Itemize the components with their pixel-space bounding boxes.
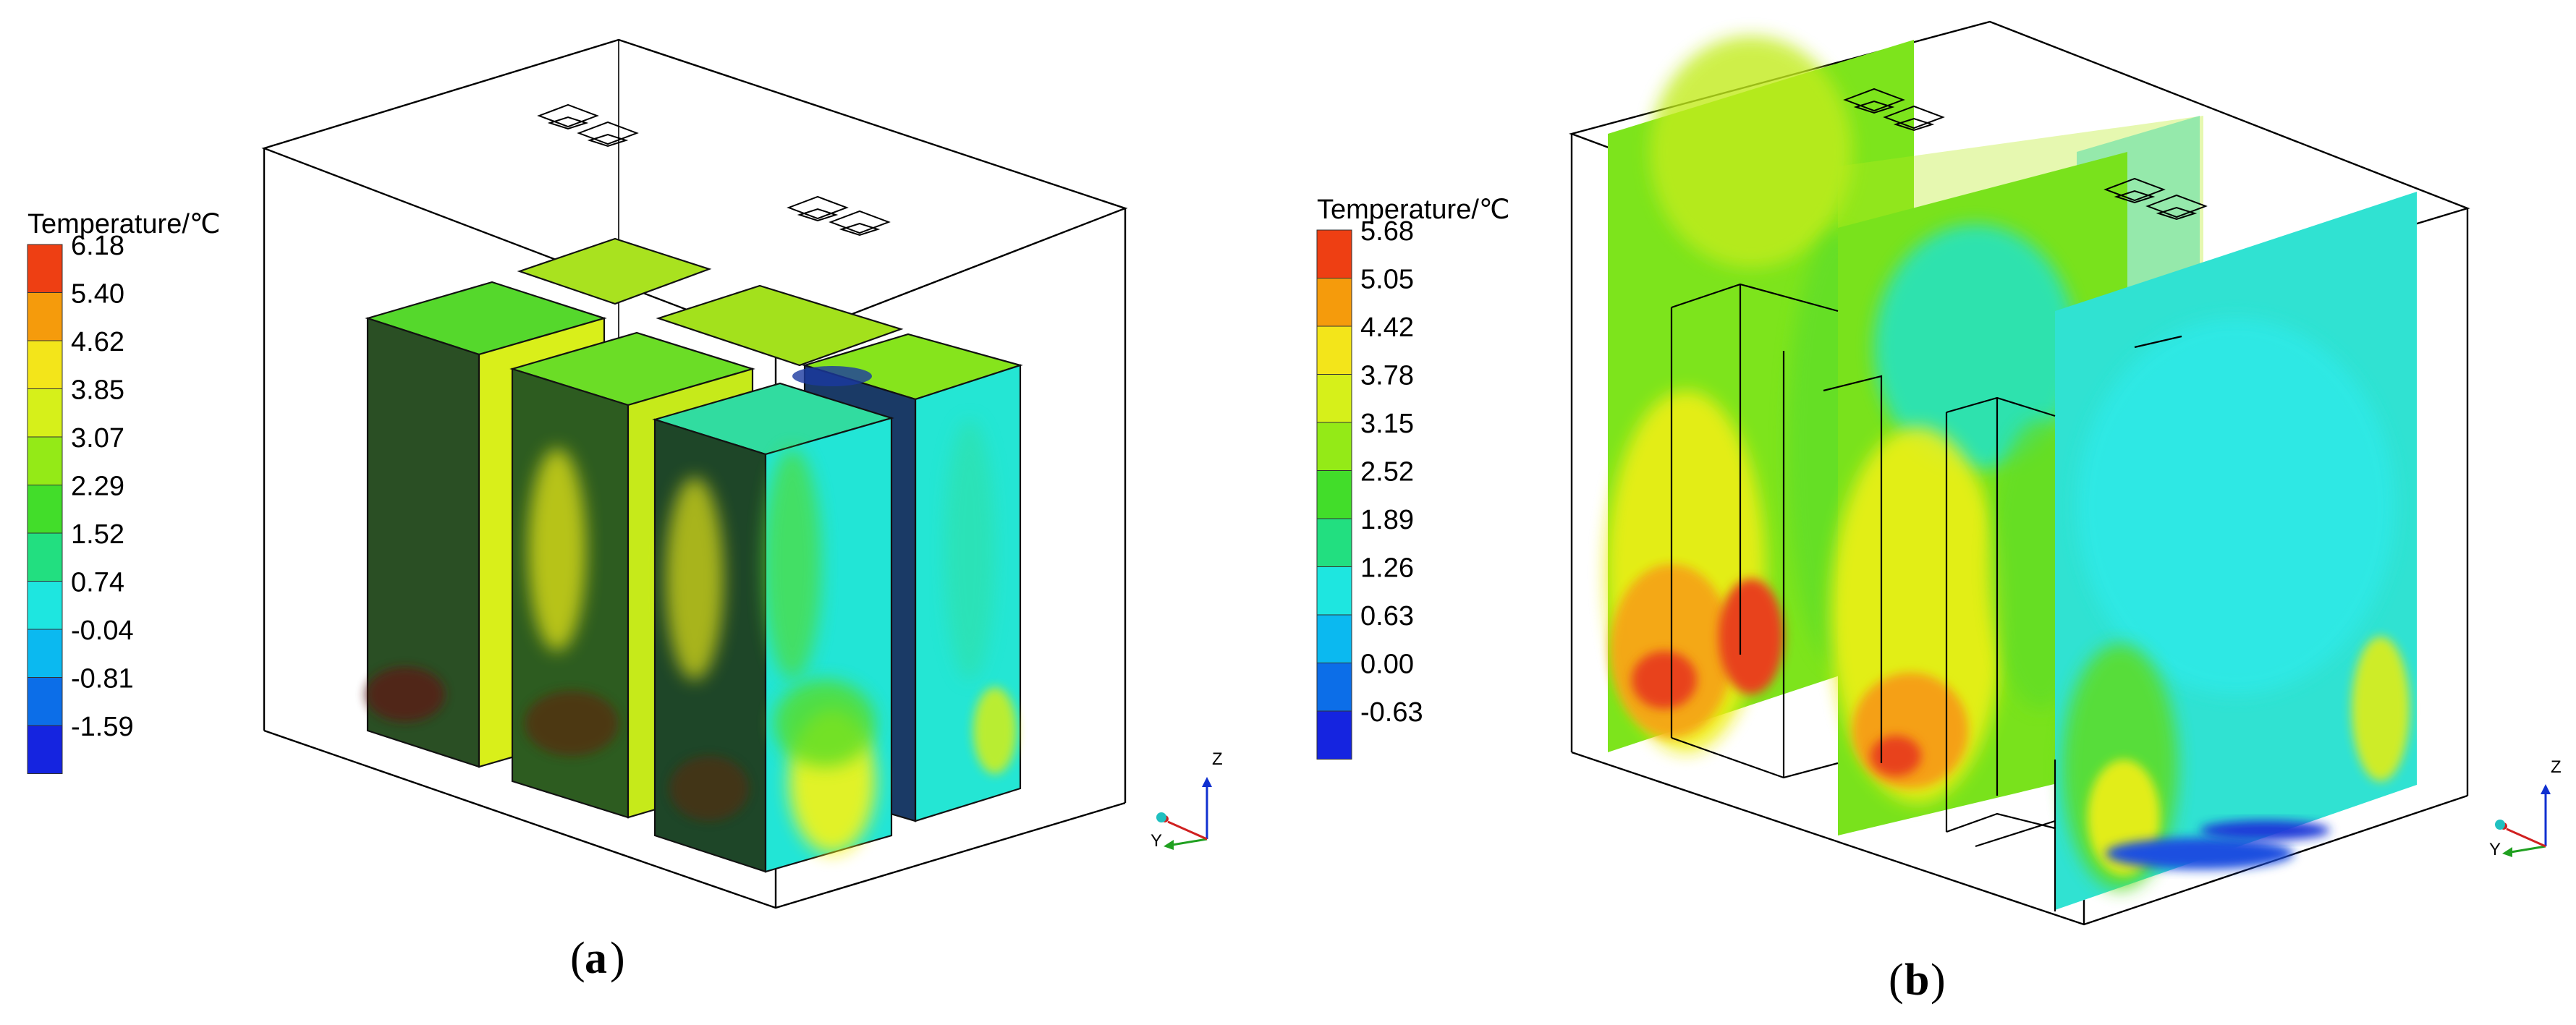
colorbar-tick-label: 1.89 (1360, 505, 1414, 535)
colorbar-tick-label: 2.29 (71, 472, 124, 502)
colorbar-swatch (27, 436, 63, 485)
colorbar-b-swatches (1316, 229, 1352, 760)
colorbar-a: Temperature/℃ 6.18 5.40 4.62 3.85 3.07 2.29 1.… (27, 209, 221, 774)
colorbar-swatch (27, 725, 63, 774)
panel-a: Temperature/℃ 6.18 5.40 4.62 3.85 3.07 2.29 1.… (27, 38, 1223, 983)
svg-text:): ) (610, 934, 625, 983)
colorbar-tick-label: -0.63 (1360, 697, 1423, 728)
slice-plane-front (2055, 192, 2417, 910)
colorbar-swatch (27, 388, 63, 438)
colorbar-a-swatches (27, 244, 63, 774)
axis-triad-b: Z Y (2489, 757, 2562, 859)
colorbar-swatch (1316, 518, 1352, 567)
svg-text:(: ( (1889, 956, 1904, 1005)
colorbar-tick-label: 2.52 (1360, 457, 1414, 488)
colorbar-swatch (1316, 229, 1352, 278)
axis-triad-a: Z Y (1151, 749, 1223, 851)
colorbar-swatch (1316, 422, 1352, 471)
svg-text:): ) (1931, 956, 1946, 1005)
cabinet-top (517, 237, 712, 305)
colorbar-tick-label: 4.62 (71, 327, 124, 357)
colorbar-swatch (27, 629, 63, 678)
ceiling-vents-a (537, 103, 891, 237)
cabinet-top (656, 284, 904, 367)
colorbar-a-title: Temperature/℃ (27, 209, 221, 239)
colorbar-swatch (27, 244, 63, 293)
caption-a: ( a ) (570, 934, 625, 983)
colorbar-tick-label: 5.05 (1360, 265, 1414, 295)
axis-y-label-b: Y (2489, 840, 2501, 859)
colorbar-swatch (1316, 710, 1352, 760)
cabinet-wireframes-b (1670, 283, 2182, 911)
colorbar-tick-label: 3.15 (1360, 409, 1414, 439)
colorbar-swatch (27, 532, 63, 582)
colorbar-swatch (1316, 566, 1352, 616)
colorbar-swatch (1316, 614, 1352, 663)
caption-b: ( b ) (1889, 956, 1946, 1005)
colorbar-swatch (1316, 663, 1352, 712)
axis-z-label-a: Z (1212, 749, 1223, 769)
colorbar-swatch (1316, 278, 1352, 327)
axis-y-label-a: Y (1151, 831, 1162, 851)
colorbar-swatch (27, 292, 63, 341)
colorbar-tick-label: 5.68 (1360, 216, 1414, 247)
colorbar-tick-label: 3.78 (1360, 361, 1414, 391)
colorbar-a-labels: 6.18 5.40 4.62 3.85 3.07 2.29 1.52 0.74 -0.04 -0.… (71, 231, 134, 742)
colorbar-tick-label: -1.59 (71, 712, 134, 742)
colorbar-swatch (1316, 374, 1352, 423)
axis-z-label-b: Z (2551, 757, 2562, 777)
caption-b-letter: b (1905, 956, 1929, 1005)
colorbar-tick-label: -0.04 (71, 616, 134, 646)
svg-text:(: ( (570, 934, 585, 983)
colorbar-tick-label: 0.00 (1360, 650, 1414, 680)
colorbar-b-title: Temperature/℃ (1317, 195, 1510, 225)
colorbar-tick-label: -0.81 (71, 664, 134, 694)
colorbar-tick-label: 3.85 (71, 375, 124, 406)
colorbar-tick-label: 1.26 (1360, 553, 1414, 584)
colorbar-tick-label: 5.40 (71, 279, 124, 310)
colorbar-swatch (1316, 470, 1352, 519)
colorbar-tick-label: 1.52 (71, 519, 124, 550)
temperature-contours-a (365, 366, 1017, 854)
colorbar-tick-label: 0.74 (71, 568, 124, 598)
colorbar-swatch (27, 485, 63, 534)
colorbar-tick-label: 6.18 (71, 231, 124, 261)
colorbar-tick-label: 3.07 (71, 423, 124, 454)
caption-a-letter: a (585, 934, 607, 983)
colorbar-swatch (1316, 326, 1352, 375)
colorbar-swatch (27, 677, 63, 726)
panel-b: Temperature/℃ 5.68 5.05 4.42 3.78 3.15 2.52 1.… (1316, 20, 2562, 1005)
colorbar-swatch (27, 340, 63, 389)
colorbar-b-labels: 5.68 5.05 4.42 3.78 3.15 2.52 1.89 1.26 0.63 0.00… (1360, 216, 1423, 728)
colorbar-b: Temperature/℃ 5.68 5.05 4.42 3.78 3.15 2.52 1.… (1316, 195, 1510, 760)
ceiling-vents-b (1843, 88, 2208, 221)
colorbar-tick-label: 0.63 (1360, 601, 1414, 631)
colorbar-swatch (27, 581, 63, 630)
colorbar-tick-label: 4.42 (1360, 312, 1414, 343)
